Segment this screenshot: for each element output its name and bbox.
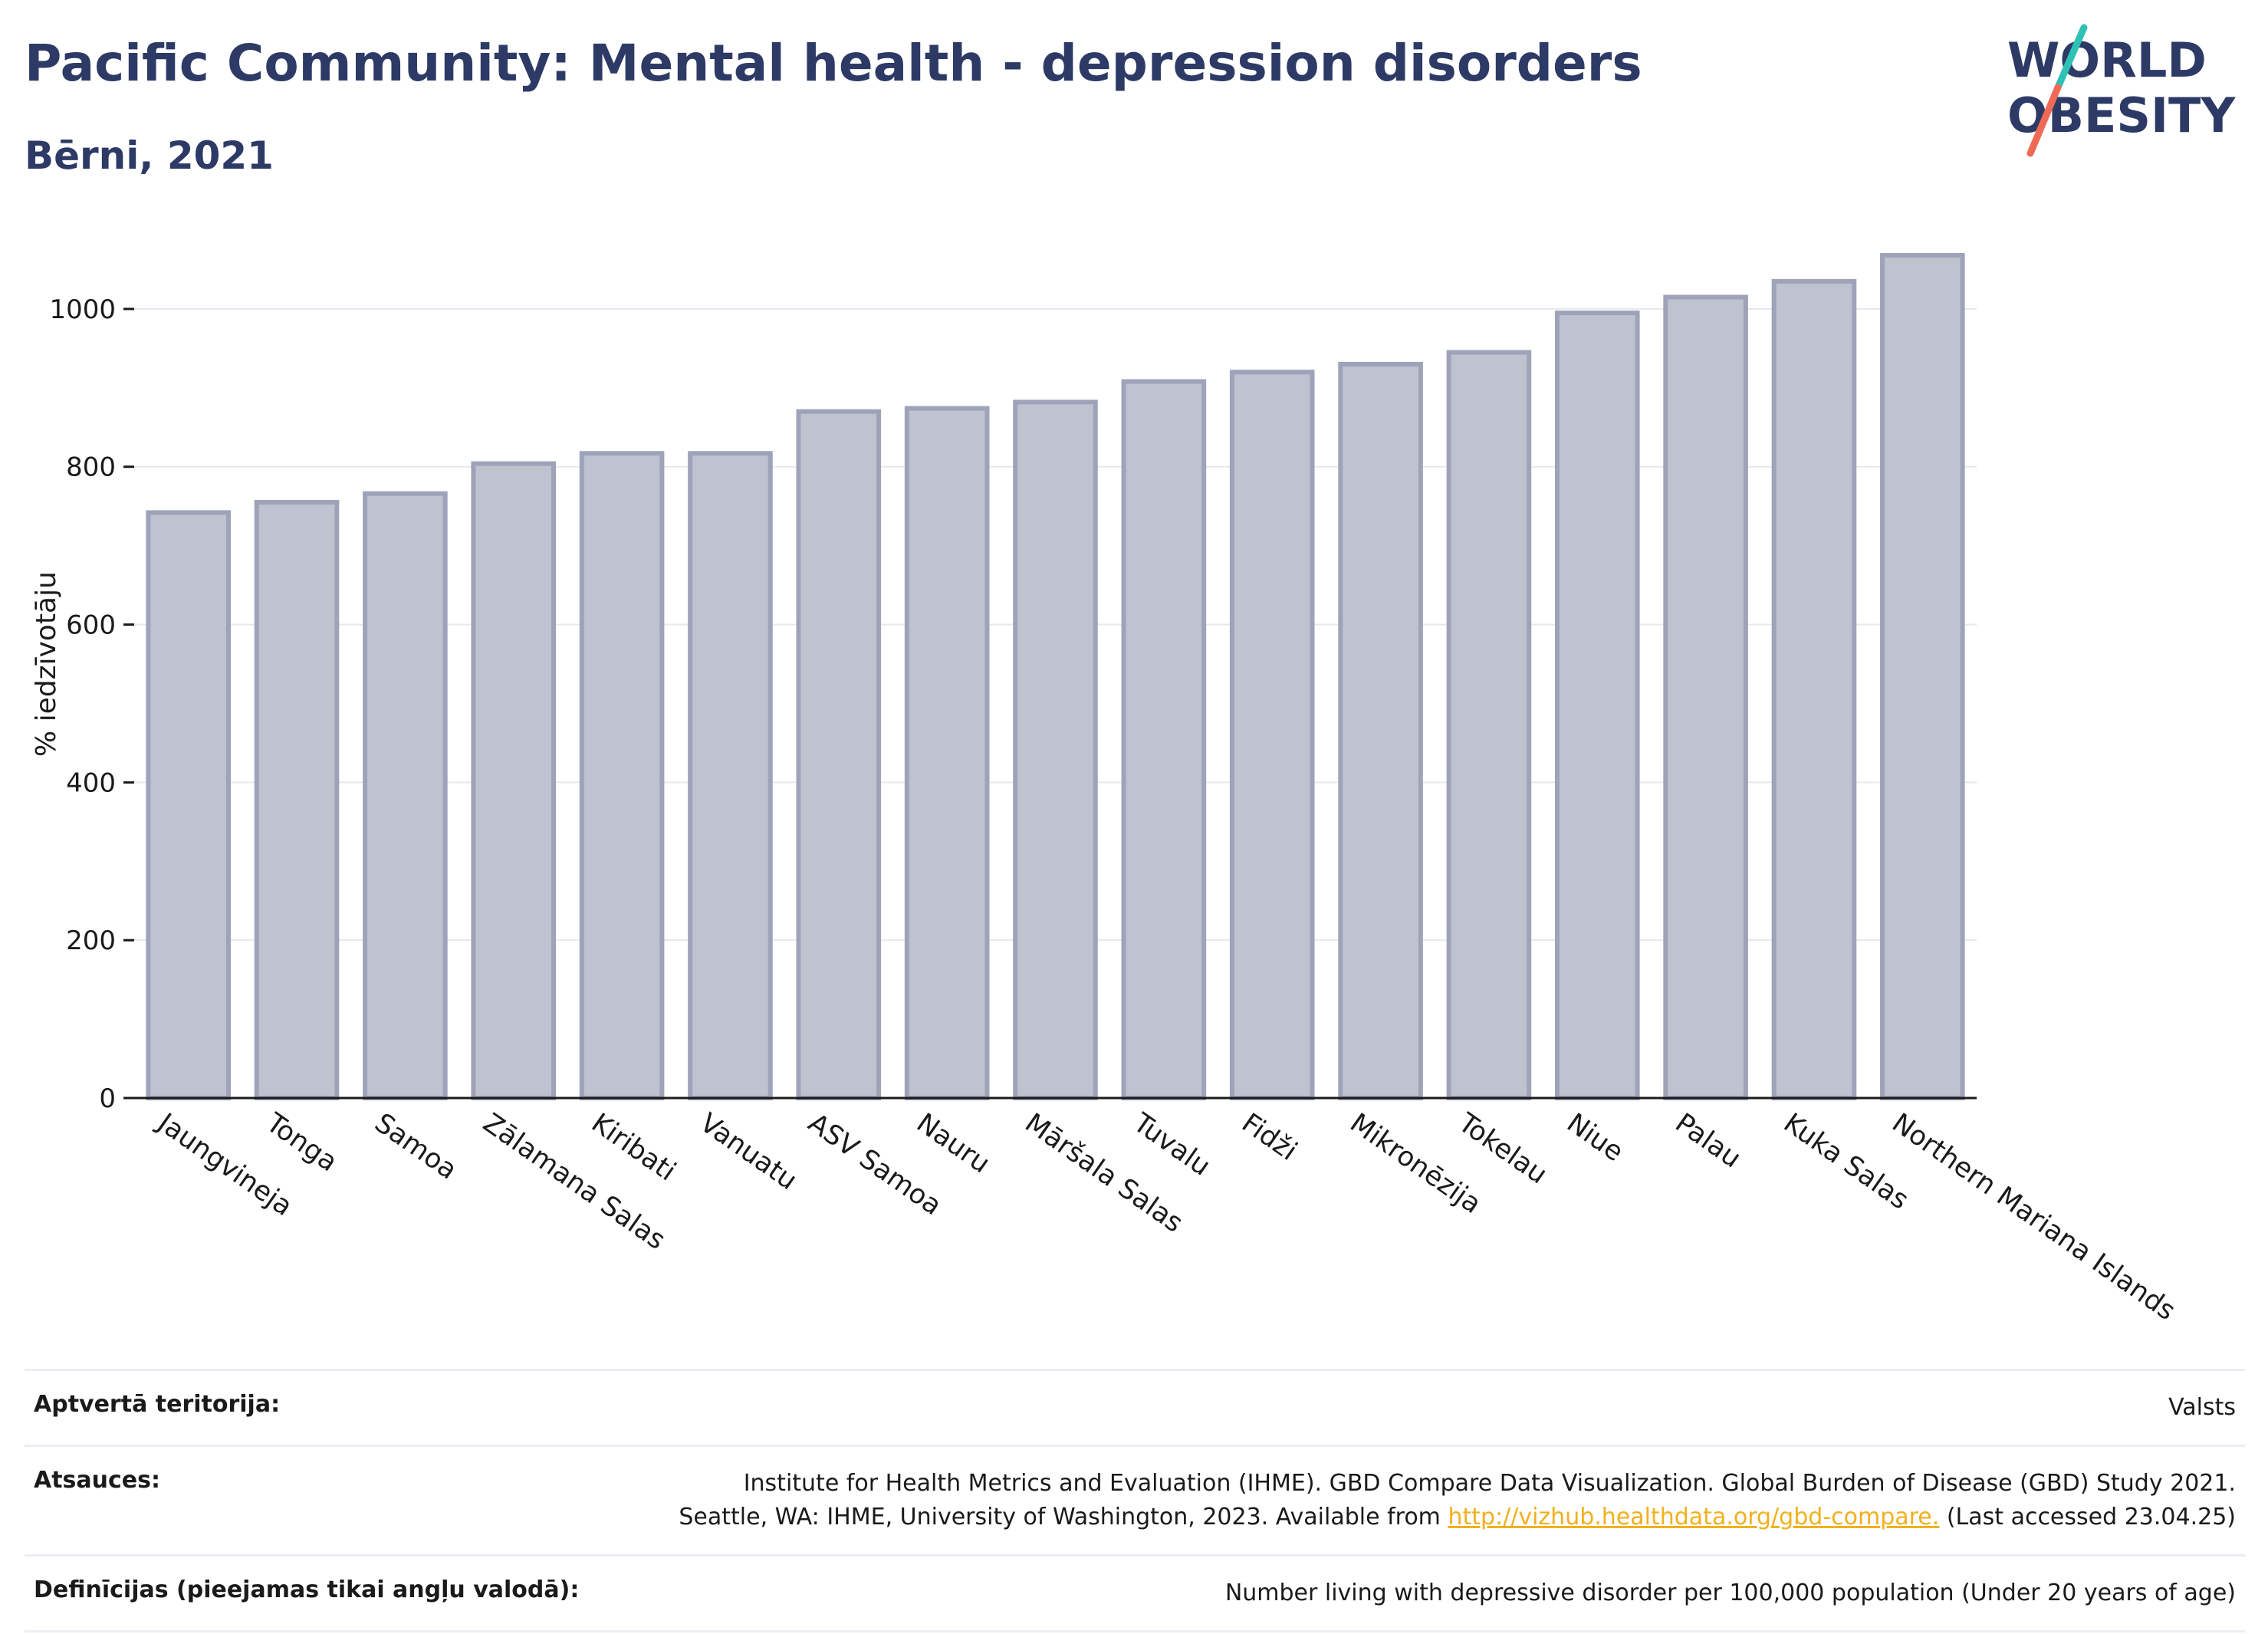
x-tick-label: Fidži — [1236, 1108, 1303, 1167]
y-tick-label: 400 — [66, 768, 116, 798]
bar — [688, 451, 773, 1100]
bar — [1554, 311, 1640, 1100]
y-tick-label: 0 — [99, 1083, 116, 1114]
metadata-table: Aptvertā teritorija: Valsts Atsauces: In… — [25, 1369, 2245, 1632]
sources-link[interactable]: http://vizhub.healthdata.org/gbd-compare… — [1448, 1504, 1940, 1530]
bar — [1338, 361, 1423, 1101]
bar — [1229, 370, 1315, 1100]
x-tick-label: Palau — [1669, 1108, 1746, 1175]
x-tick-label: Tuvalu — [1127, 1107, 1216, 1182]
coverage-label: Aptvertā teritorija: — [34, 1391, 281, 1418]
y-tick-label: 600 — [66, 610, 116, 641]
logo-slash-teal — [2054, 24, 2088, 91]
x-tick-label: Tonga — [260, 1107, 343, 1178]
definitions-label: Definīcijas (pieejamas tikai angļu valod… — [34, 1576, 580, 1603]
bar — [363, 491, 448, 1100]
sources-value: Institute for Health Metrics and Evaluat… — [679, 1467, 2236, 1534]
bar — [904, 406, 990, 1100]
bar — [796, 409, 882, 1100]
y-axis-ticks: 0 200 400 600 800 1000 — [49, 294, 134, 1114]
y-tick-label: 800 — [66, 452, 116, 483]
bar — [1121, 379, 1207, 1100]
bar — [579, 451, 665, 1100]
world-obesity-logo: WORLD OBESITY — [2007, 24, 2236, 157]
y-tick-label: 1000 — [49, 294, 116, 325]
x-tick-label: Kiribati — [586, 1108, 681, 1188]
coverage-value: Valsts — [2168, 1394, 2236, 1421]
x-tick-label: Nauru — [911, 1108, 995, 1180]
bar — [1880, 252, 1965, 1100]
logo-slash-coral — [2026, 84, 2062, 157]
x-tick-label: Northern Mariana Islands — [1886, 1108, 2181, 1327]
page-subtitle: Bērni, 2021 — [25, 133, 274, 178]
definitions-value: Number living with depressive disorder p… — [1224, 1580, 2236, 1606]
bar — [1446, 350, 1532, 1100]
x-tick-label: Zālamana Salas — [478, 1108, 671, 1256]
bar — [471, 461, 557, 1100]
x-tick-label: Vanuatu — [694, 1108, 802, 1197]
sources-row: Atsauces: Institute for Health Metrics a… — [25, 1447, 2245, 1557]
sources-line1: Institute for Health Metrics and Evaluat… — [743, 1470, 2236, 1497]
x-tick-label: Niue — [1561, 1108, 1629, 1168]
definitions-row: Definīcijas (pieejamas tikai angļu valod… — [25, 1557, 2245, 1632]
sources-label: Atsauces: — [34, 1467, 160, 1494]
sources-line2-post: (Last accessed 23.04.25) — [1939, 1504, 2236, 1530]
coverage-row: Aptvertā teritorija: Valsts — [25, 1371, 2245, 1447]
bar — [1013, 399, 1098, 1100]
logo-text-world: WORLD — [2007, 32, 2207, 88]
y-axis-label: % iedzīvotāju — [31, 571, 62, 757]
y-tick-label: 200 — [66, 925, 116, 956]
bars — [146, 252, 1965, 1101]
bar — [1771, 278, 1857, 1101]
x-tick-label: Samoa — [369, 1108, 462, 1186]
x-tick-label: Tokelau — [1452, 1107, 1553, 1190]
sources-line2-pre: Seattle, WA: IHME, University of Washing… — [679, 1504, 1448, 1530]
page-title: Pacific Community: Mental health - depre… — [25, 34, 1642, 93]
bar — [146, 510, 231, 1100]
bar — [254, 500, 340, 1100]
bar — [1663, 294, 1748, 1100]
